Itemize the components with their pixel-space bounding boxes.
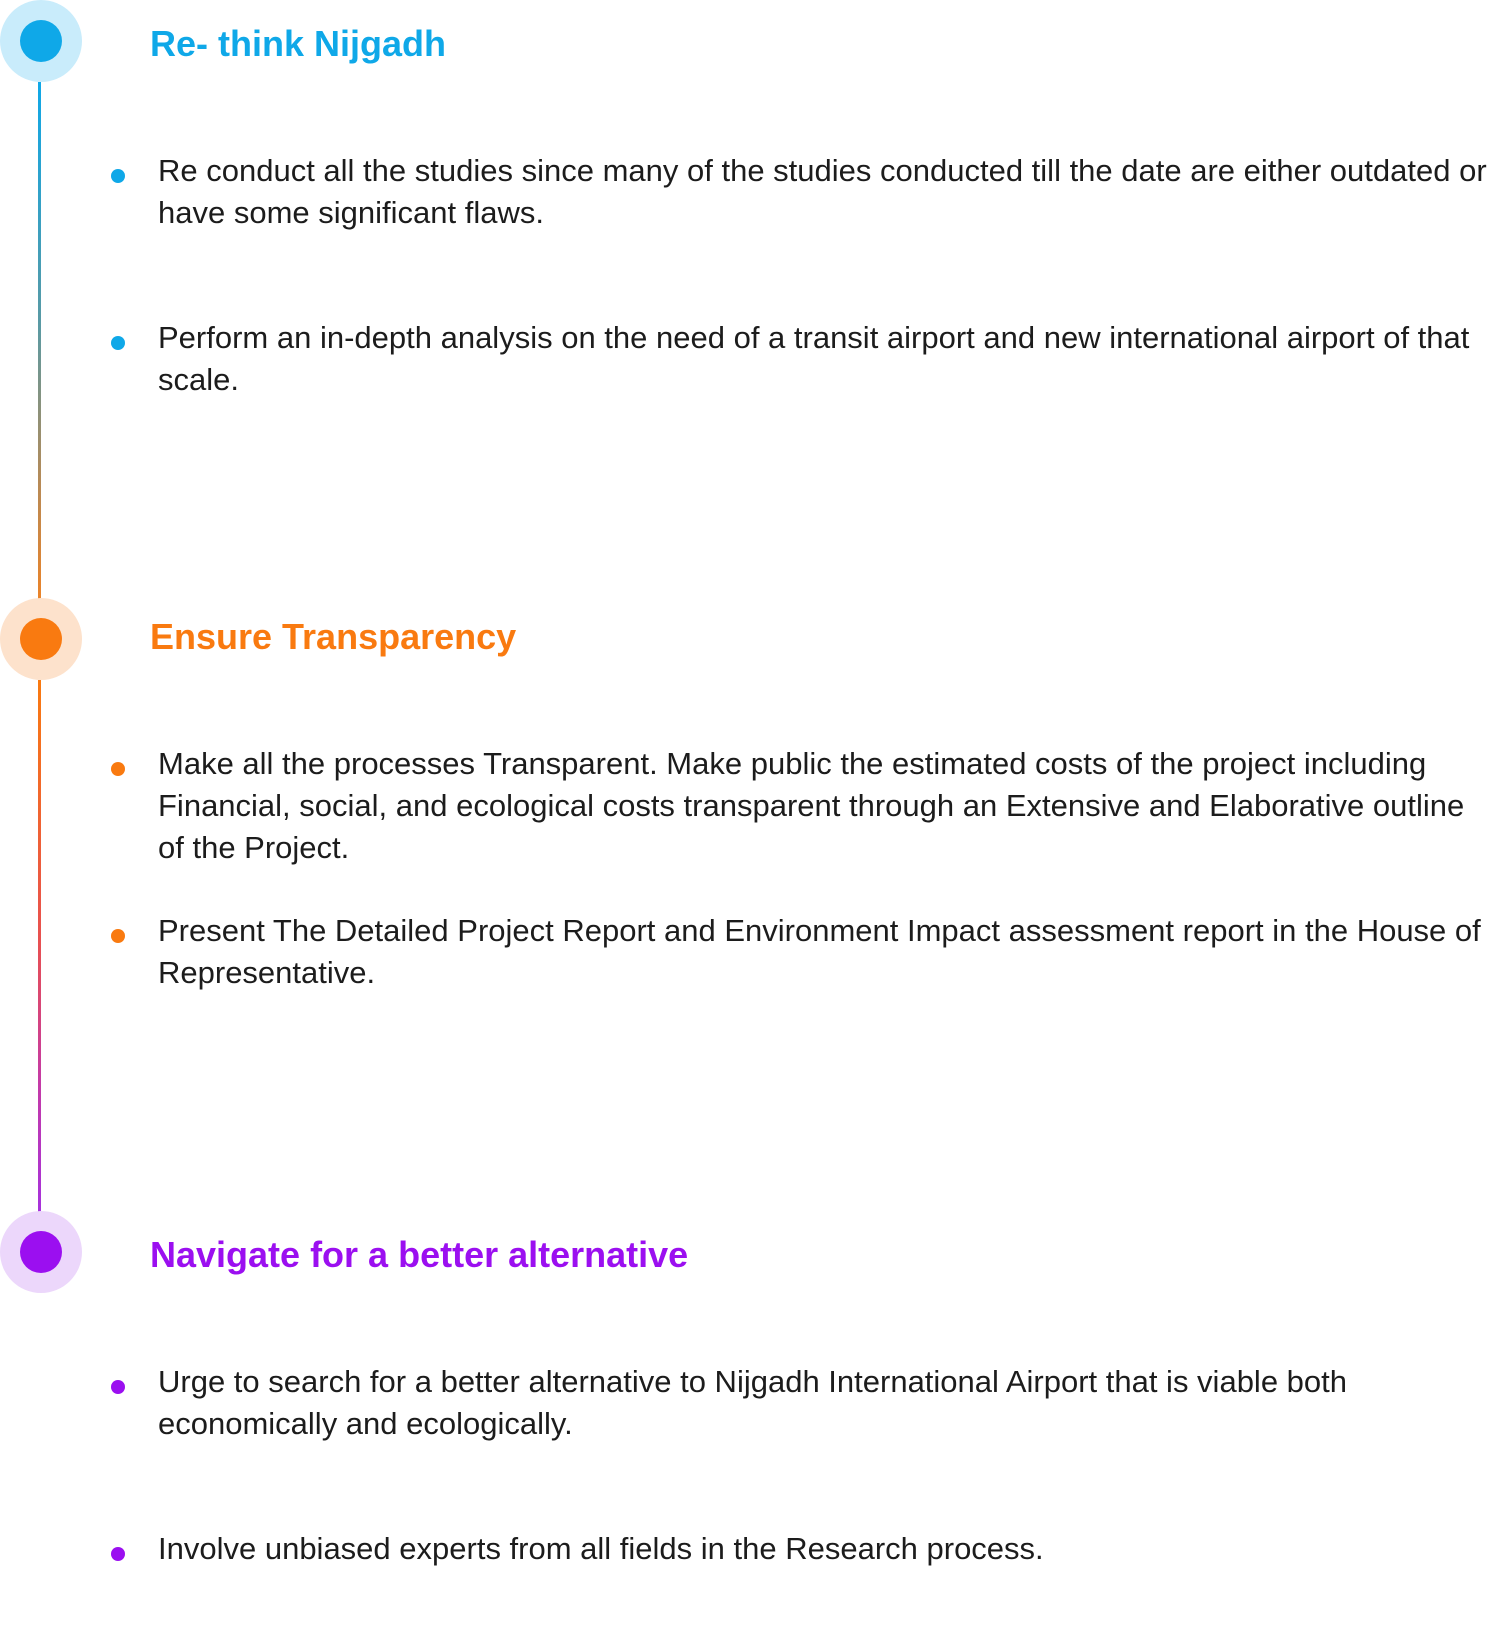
bullet-icon bbox=[111, 929, 125, 943]
bullet-icon bbox=[111, 762, 125, 776]
bullet-text: Make all the processes Transparent. Make… bbox=[158, 746, 1465, 865]
timeline-node-2 bbox=[0, 598, 82, 680]
timeline-node-dot bbox=[20, 1231, 62, 1273]
list-item: Urge to search for a better alternative … bbox=[111, 1361, 1488, 1445]
list-item: Perform an in-depth analysis on the need… bbox=[111, 317, 1488, 401]
bullet-icon bbox=[111, 1380, 125, 1394]
bullet-text: Present The Detailed Project Report and … bbox=[158, 913, 1481, 990]
list-item: Present The Detailed Project Report and … bbox=[111, 910, 1488, 994]
list-item: Re conduct all the studies since many of… bbox=[111, 150, 1488, 234]
section-title-transparency: Ensure Transparency bbox=[150, 616, 517, 657]
bullet-icon bbox=[111, 169, 125, 183]
bullet-text: Perform an in-depth analysis on the need… bbox=[158, 320, 1470, 397]
list-item: Make all the processes Transparent. Make… bbox=[111, 743, 1488, 869]
timeline-connector-1 bbox=[38, 82, 41, 622]
section-title-alternative: Navigate for a better alternative bbox=[150, 1234, 689, 1275]
timeline-node-1 bbox=[0, 0, 82, 82]
bullet-text: Re conduct all the studies since many of… bbox=[158, 153, 1487, 230]
timeline-node-dot bbox=[20, 618, 62, 660]
bullet-text: Urge to search for a better alternative … bbox=[158, 1364, 1348, 1441]
timeline-node-dot bbox=[20, 20, 62, 62]
bullet-icon bbox=[111, 336, 125, 350]
bullet-text: Involve unbiased experts from all fields… bbox=[158, 1531, 1044, 1566]
bullet-icon bbox=[111, 1547, 125, 1561]
list-item: Involve unbiased experts from all fields… bbox=[111, 1528, 1488, 1570]
timeline-node-3 bbox=[0, 1211, 82, 1293]
section-title-rethink: Re- think Nijgadh bbox=[150, 23, 446, 64]
timeline-connector-2 bbox=[38, 680, 41, 1260]
